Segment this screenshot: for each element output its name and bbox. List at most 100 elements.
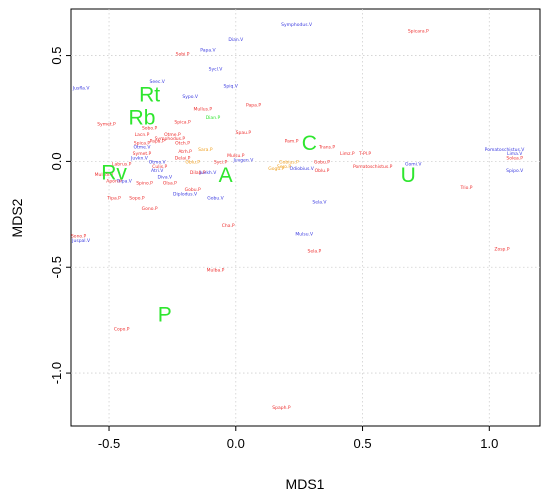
point-label: Sobi.P: [176, 52, 190, 58]
x-tick-label: -0.5: [98, 436, 120, 451]
point-label: Spaph.P: [272, 405, 291, 411]
point-label: Symet.P: [133, 151, 152, 157]
group-label: A: [219, 164, 233, 187]
point-label: Pomatoschistus.P: [353, 164, 393, 170]
point-label: Atri.V: [151, 168, 164, 174]
group-label: Rt: [139, 83, 160, 106]
x-tick-label: 0.0: [227, 436, 245, 451]
y-tick-label: -1.0: [49, 362, 64, 384]
point-label: Lacn.P: [135, 132, 150, 138]
point-label: Delai.P: [175, 155, 191, 161]
point-label: Trio.P: [459, 185, 472, 191]
point-label: Gogu.P: [268, 166, 284, 172]
point-label: Dian.V: [228, 37, 244, 43]
point-label: Pam.P: [285, 138, 299, 144]
point-label: Sero.P: [277, 164, 291, 170]
y-axis-label: MDS2: [9, 198, 25, 237]
point-label: Otmo.V: [149, 160, 167, 166]
y-tick-label: -0.5: [49, 256, 64, 278]
point-label: Spiq.V: [224, 83, 239, 89]
point-label: Copo.P: [114, 327, 130, 333]
point-label: Juspal.V: [71, 238, 91, 244]
x-axis: -0.5 0.0 0.5 1.0: [98, 426, 498, 451]
point-label: Symet.P: [97, 121, 116, 127]
point-label: Solea.P: [506, 155, 523, 161]
point-label: Mulba.P: [207, 267, 225, 273]
point-label: Culis.P: [152, 164, 167, 170]
point-label: Tipa.P: [106, 196, 121, 202]
point-label: T-Pl.P: [358, 151, 371, 157]
group-label: Rb: [129, 107, 156, 130]
point-label: Dilab.P: [190, 170, 206, 176]
point-label: Otme.P: [164, 132, 181, 138]
point-label: Symphodus.V: [281, 22, 313, 28]
point-label: Syci.P: [214, 160, 228, 166]
point-label: Symphodus.P: [155, 136, 186, 142]
point-label: Oblu.P: [315, 168, 330, 174]
x-tick-label: 1.0: [480, 436, 498, 451]
point-label: Spicara.P: [408, 28, 429, 34]
y-tick-label: 0.5: [49, 47, 64, 65]
point-label: Diplodus.V: [173, 191, 198, 197]
point-label: Sono.P: [71, 234, 87, 240]
point-label: Seec.V: [149, 79, 165, 85]
point-label: Sela.P: [307, 248, 321, 254]
point-label: Mulsu.P: [227, 153, 245, 159]
group-label: U: [401, 164, 416, 187]
point-label: Mulsu.V: [295, 231, 314, 237]
y-axis: -1.0 -0.5 0.0 0.5: [49, 47, 71, 384]
point-label: Sypo.V: [182, 94, 198, 100]
point-label: Jusfla.V: [72, 85, 91, 91]
point-label: Juvkn.V: [130, 155, 149, 161]
point-label: Juvgen.V: [232, 157, 254, 163]
x-axis-label: MDS1: [286, 476, 325, 492]
point-label: Spipo.V: [506, 168, 524, 174]
point-label: Gobu.P: [185, 187, 201, 193]
point-label: Pomatoschistus.V: [485, 147, 526, 153]
point-label: Gobu.V: [207, 196, 224, 202]
x-tick-label: 0.5: [354, 436, 372, 451]
point-label: Spino.P: [136, 181, 153, 187]
point-label: Papa.P: [246, 102, 261, 108]
point-label: Olsa.P: [163, 181, 177, 187]
point-label: Cha.P: [222, 223, 235, 229]
point-label: Atrh.P: [178, 149, 192, 155]
point-label: Spau.P: [236, 130, 252, 136]
point-label: Otch.P: [175, 140, 190, 146]
point-label: Limz.P: [340, 151, 355, 157]
group-label: P: [158, 303, 172, 326]
point-label: Papa.V: [200, 47, 216, 53]
group-label: C: [302, 132, 317, 155]
point-label: Sobo.P: [142, 126, 158, 132]
point-label: Sycl.V: [209, 66, 224, 72]
point-label: Otme.V: [133, 145, 151, 151]
point-label: Gobius.P: [279, 160, 299, 166]
point-label: Papa.P: [150, 138, 165, 144]
point-label: Apon.P: [106, 179, 122, 185]
point-label: Spica.P: [134, 140, 151, 146]
group-label: Rv: [101, 162, 127, 185]
point-label: Sara.P: [198, 147, 213, 153]
point-label: Sela.V: [312, 200, 327, 206]
point-label: Juvkh.V: [198, 170, 217, 176]
point-label: Trans.P: [318, 145, 335, 151]
point-label: Sopo.P: [129, 196, 145, 202]
point-label: Tripa.V: [116, 179, 133, 185]
point-label: Mullus.P: [194, 107, 213, 113]
point-label: Gono.P: [142, 206, 158, 212]
point-label: Zosp.P: [494, 246, 509, 252]
point-label: Gobu.P: [314, 160, 330, 166]
point-label: Labrus.P: [112, 162, 132, 168]
point-label: Spica.P: [174, 119, 191, 125]
point-label: Odiobius.V: [290, 166, 315, 172]
point-label: Lima.V: [507, 151, 523, 157]
data-points: Symphodus.V Spicara.P Dian.V Papa.V Sobi.P Sy…: [71, 22, 525, 411]
point-label: Gomi.V: [405, 162, 422, 168]
point-label: Mulsdi.P: [95, 172, 114, 178]
point-label: Oblu.P: [185, 160, 200, 166]
y-tick-label: 0.0: [49, 152, 64, 170]
point-label: Diva.V: [157, 174, 173, 180]
grid-lines: [71, 9, 540, 426]
